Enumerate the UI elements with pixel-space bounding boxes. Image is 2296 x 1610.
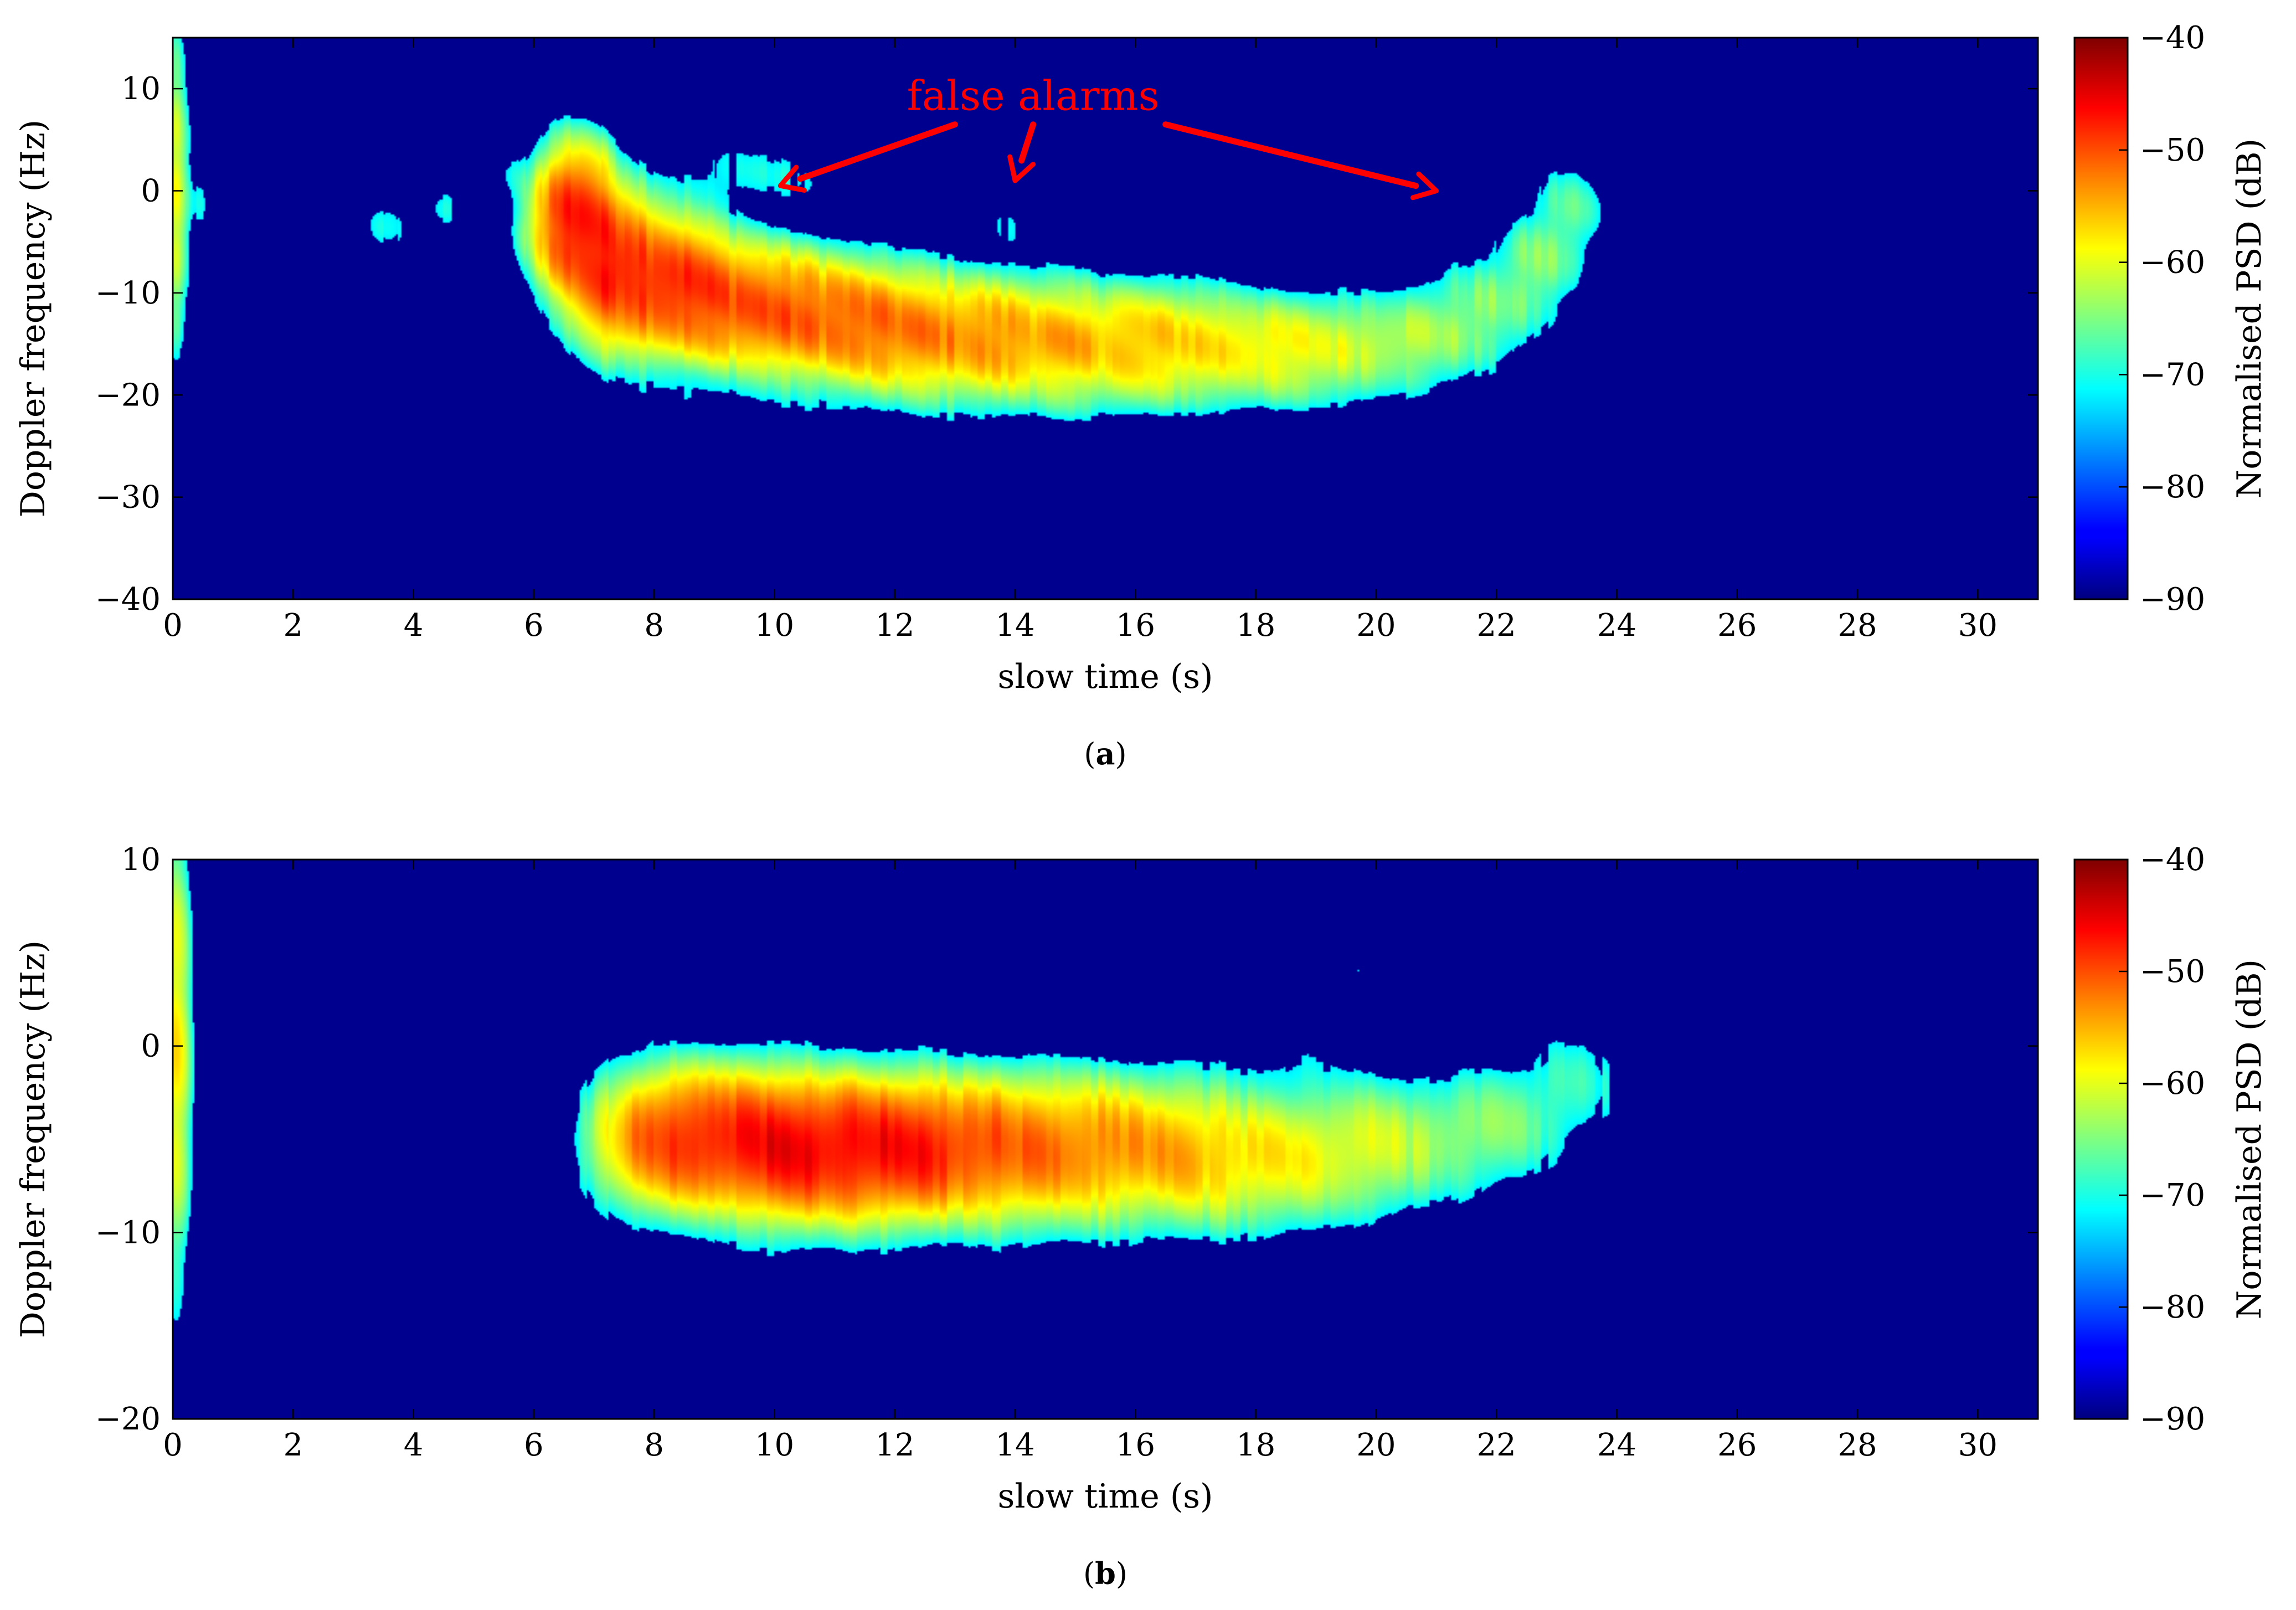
x-tick-label: 30 bbox=[1958, 1427, 1998, 1463]
x-tick-label: 8 bbox=[644, 1427, 664, 1463]
panel-a: 0 2 4 6 8 10 12 14 16 18 20 22 24 26 28 30−40−30−20−100… bbox=[14, 20, 2269, 771]
colorbar-tick-label: −40 bbox=[2140, 842, 2205, 878]
colorbar-tick-label: −50 bbox=[2140, 132, 2205, 168]
colorbar-tick-label: −60 bbox=[2140, 1066, 2205, 1102]
x-tick-label: 26 bbox=[1717, 1427, 1757, 1463]
x-tick-label: 20 bbox=[1356, 608, 1396, 644]
x-tick-label: 2 bbox=[283, 608, 303, 644]
x-tick-label: 0 bbox=[163, 608, 183, 644]
y-tick-label: −40 bbox=[95, 582, 161, 618]
y-tick-label: −10 bbox=[95, 275, 161, 311]
colorbar-label: Normalised PSD (dB) bbox=[2230, 959, 2269, 1319]
y-axis-title: Doppler frequency (Hz) bbox=[14, 940, 53, 1338]
colorbar-tick-label: −80 bbox=[2140, 469, 2205, 505]
colorbar-frame bbox=[2073, 37, 2129, 600]
colorbar-tick-label: −90 bbox=[2140, 1401, 2205, 1437]
annotation-arrow-head bbox=[778, 164, 807, 193]
x-tick-label: 16 bbox=[1116, 1427, 1155, 1463]
x-tick-label: 28 bbox=[1837, 608, 1877, 644]
x-tick-label: 30 bbox=[1958, 608, 1998, 644]
colorbar-frame bbox=[2073, 858, 2129, 1420]
x-tick-label: 10 bbox=[755, 1427, 794, 1463]
panel-b: 0 2 4 6 8 10 12 14 16 18 20 22 24 26 28 30−20−10010slow… bbox=[14, 842, 2269, 1591]
y-tick-label: 10 bbox=[121, 842, 161, 878]
x-tick-label: 6 bbox=[524, 608, 544, 644]
x-axis-title: slow time (s) bbox=[998, 1477, 1213, 1516]
colorbar bbox=[2074, 38, 2128, 599]
x-tick-label: 22 bbox=[1477, 1427, 1516, 1463]
x-tick-label: 4 bbox=[404, 608, 424, 644]
colorbar-tick-label: −70 bbox=[2140, 357, 2205, 393]
annotation-arrow-shaft bbox=[1018, 121, 1037, 164]
y-tick-label: 0 bbox=[141, 1028, 161, 1064]
x-tick-label: 14 bbox=[995, 608, 1034, 644]
y-axis-title: Doppler frequency (Hz) bbox=[14, 120, 53, 517]
y-tick-label: −30 bbox=[95, 480, 161, 516]
x-tick-label: 6 bbox=[524, 1427, 544, 1463]
x-tick-label: 28 bbox=[1837, 1427, 1877, 1463]
x-tick-label: 24 bbox=[1597, 1427, 1636, 1463]
annotation-arrow-shaft bbox=[797, 121, 958, 182]
colorbar-label: Normalised PSD (dB) bbox=[2230, 138, 2269, 498]
x-tick-label: 12 bbox=[875, 608, 914, 644]
x-tick-label: 2 bbox=[283, 1427, 303, 1463]
y-tick-label: −20 bbox=[95, 377, 161, 413]
x-tick-label: 24 bbox=[1597, 608, 1636, 644]
y-tick-label: 0 bbox=[141, 173, 161, 209]
x-tick-label: 0 bbox=[163, 1427, 183, 1463]
x-tick-label: 22 bbox=[1477, 608, 1516, 644]
plot-frame bbox=[172, 37, 2039, 600]
annotation-arrow-head bbox=[1007, 154, 1036, 183]
colorbar-tick-label: −60 bbox=[2140, 245, 2205, 281]
colorbar-tick-label: −40 bbox=[2140, 20, 2205, 56]
x-tick-label: 12 bbox=[875, 1427, 914, 1463]
colorbar bbox=[2074, 860, 2128, 1419]
colorbar-tick-label: −50 bbox=[2140, 954, 2205, 990]
x-tick-label: 20 bbox=[1356, 1427, 1396, 1463]
panel-caption: (b) bbox=[1083, 1556, 1128, 1591]
x-tick-label: 18 bbox=[1236, 608, 1275, 644]
x-tick-label: 14 bbox=[995, 1427, 1034, 1463]
false-alarms-annotation: false alarms bbox=[907, 73, 1160, 120]
spectrogram-heatmap bbox=[173, 860, 2038, 1419]
x-tick-label: 10 bbox=[755, 608, 794, 644]
colorbar-tick-label: −90 bbox=[2140, 582, 2205, 618]
colorbar-tick-label: −80 bbox=[2140, 1289, 2205, 1325]
plot-frame bbox=[172, 858, 2039, 1420]
y-tick-label: −10 bbox=[95, 1215, 161, 1251]
annotation-arrow-head bbox=[1410, 171, 1439, 200]
x-tick-label: 4 bbox=[404, 1427, 424, 1463]
colorbar-tick-label: −70 bbox=[2140, 1177, 2205, 1213]
panel-caption: (a) bbox=[1084, 736, 1126, 771]
x-tick-label: 16 bbox=[1116, 608, 1155, 644]
x-tick-label: 26 bbox=[1717, 608, 1757, 644]
y-tick-label: 10 bbox=[121, 71, 161, 107]
annotation-arrow-shaft bbox=[1162, 121, 1419, 189]
x-tick-label: 18 bbox=[1236, 1427, 1275, 1463]
spectrogram-heatmap bbox=[173, 38, 2038, 599]
x-tick-label: 8 bbox=[644, 608, 664, 644]
y-tick-label: −20 bbox=[95, 1401, 161, 1437]
x-axis-title: slow time (s) bbox=[998, 657, 1213, 696]
